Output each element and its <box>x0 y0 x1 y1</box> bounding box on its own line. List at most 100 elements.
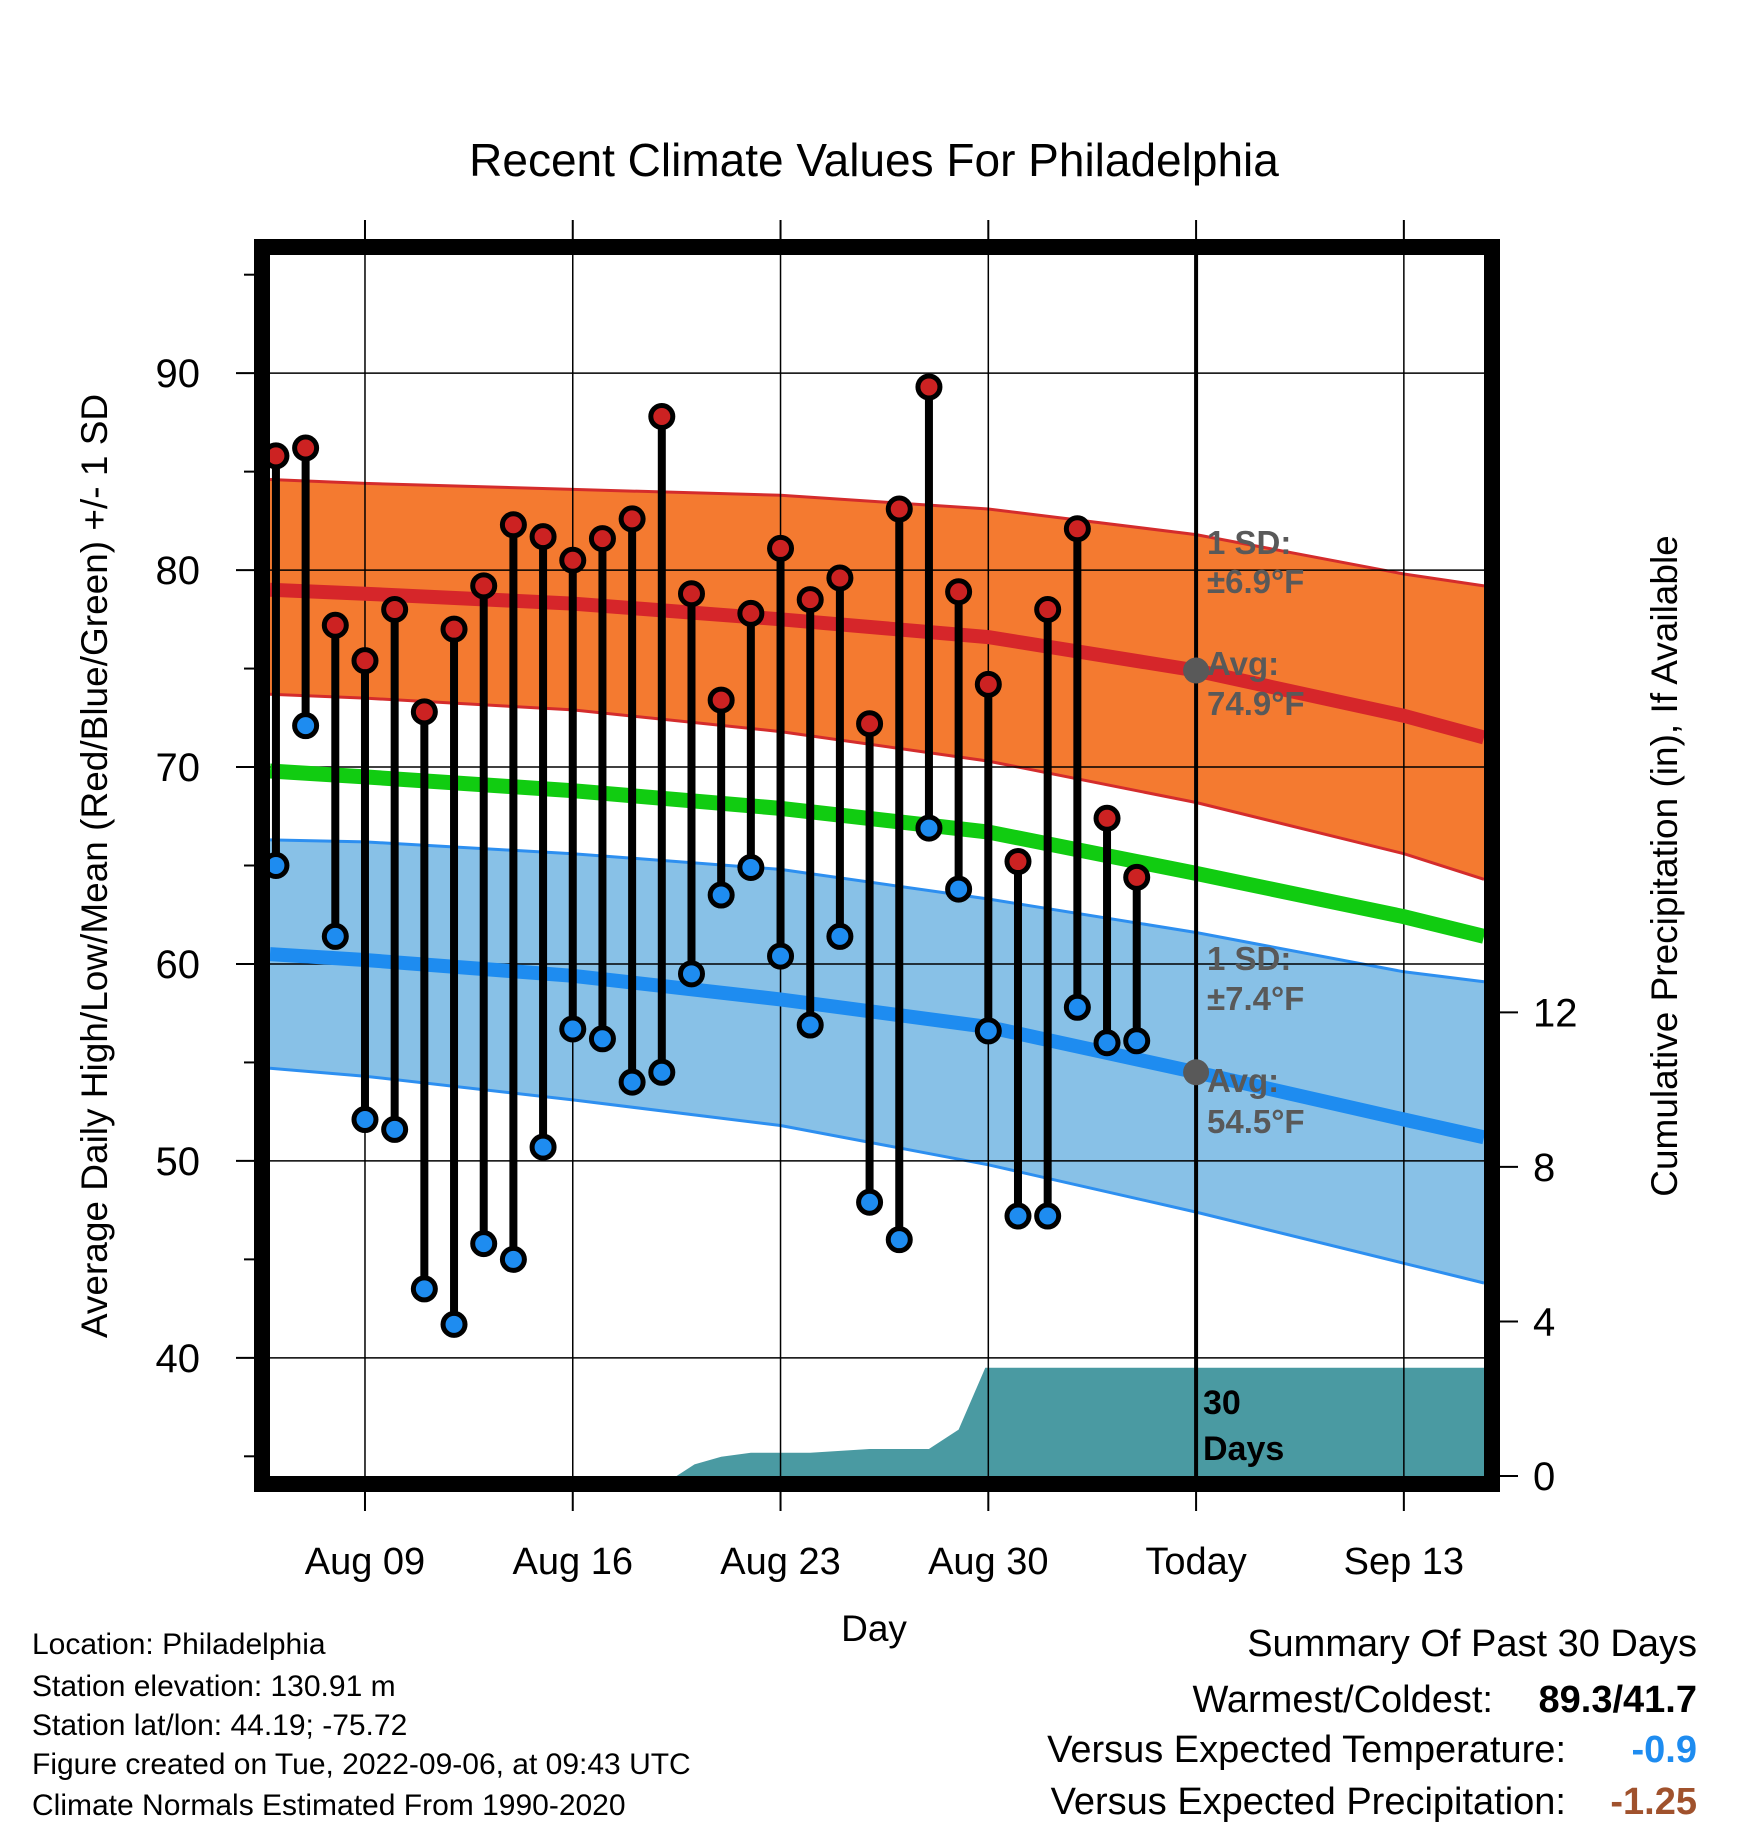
summary-precip-value: -1.25 <box>1610 1781 1697 1823</box>
high-sd-annotation-line2: ±6.9°F <box>1207 563 1304 600</box>
info-created: Figure created on Tue, 2022-09-06, at 09… <box>32 1748 691 1781</box>
daily-high-point <box>767 534 795 562</box>
daily-high-point <box>559 546 587 574</box>
summary-precip-label: Versus Expected Precipitation: <box>1051 1781 1566 1823</box>
low-average-line <box>269 947 1486 1145</box>
daily-low-point <box>856 1188 884 1216</box>
summary-heading: Summary Of Past 30 Days <box>1247 1623 1697 1665</box>
daily-high-point <box>1034 595 1062 623</box>
daily-high-point <box>974 670 1002 698</box>
daily-high-point <box>915 373 943 401</box>
x-tick-label: Aug 09 <box>305 1541 425 1583</box>
period-label-line2: Days <box>1203 1430 1284 1468</box>
chart-title: Recent Climate Values For Philadelphia <box>469 134 1279 186</box>
info-latlon: Station lat/lon: 44.19; -75.72 <box>32 1709 407 1742</box>
y2-axis-label: Cumulative Precipitation (in), If Availa… <box>1644 535 1685 1197</box>
low-sd-upper-edge <box>269 838 1485 984</box>
today-marker <box>1183 255 1210 1476</box>
daily-high-point <box>499 511 527 539</box>
daily-observations <box>262 373 1151 1338</box>
daily-low-point <box>529 1133 557 1161</box>
high-sd-upper-edge <box>269 478 1485 588</box>
daily-low-point <box>559 1015 587 1043</box>
low-avg-annotation-line2: 54.5°F <box>1207 1103 1305 1140</box>
y2-tick-label: 12 <box>1533 991 1578 1035</box>
summary-temp-value: -0.9 <box>1632 1729 1697 1771</box>
daily-high-point <box>1004 848 1032 876</box>
daily-low-point <box>440 1310 468 1338</box>
plot-frame <box>254 239 1500 1492</box>
low-sd-lower-edge <box>269 1066 1485 1285</box>
x-tick-label: Today <box>1145 1541 1246 1583</box>
today-low-average-marker <box>1183 1059 1210 1086</box>
info-normals: Climate Normals Estimated From 1990-2020 <box>32 1789 626 1822</box>
daily-high-point <box>440 615 468 643</box>
daily-high-point <box>826 564 854 592</box>
daily-high-point <box>1063 515 1091 543</box>
daily-low-point <box>351 1106 379 1134</box>
daily-high-point <box>707 686 735 714</box>
daily-low-point <box>470 1230 498 1258</box>
daily-low-point <box>737 853 765 881</box>
daily-low-point <box>945 875 973 903</box>
annotations: 1 SD: ±6.9°F Avg: 74.9°F 1 SD: ±7.4°F Av… <box>1203 524 1305 1468</box>
precipitation-area <box>676 1367 1484 1476</box>
axes: 40 50 60 70 80 90 0 4 8 12 Aug 09 Aug 16 Aug 23 Aug 3… <box>156 220 1578 1583</box>
daily-low-point <box>915 814 943 842</box>
y-tick-label: 40 <box>156 1337 201 1381</box>
y2-tick-label: 0 <box>1533 1455 1555 1499</box>
daily-low-point <box>1063 993 1091 1021</box>
daily-low-point <box>648 1058 676 1086</box>
daily-high-point <box>410 698 438 726</box>
daily-low-point <box>381 1115 409 1143</box>
y2-tick-label: 8 <box>1533 1146 1555 1190</box>
daily-low-point <box>321 922 349 950</box>
daily-high-point <box>648 402 676 430</box>
y-tick-label: 50 <box>156 1140 201 1184</box>
daily-high-point <box>529 523 557 551</box>
y-tick-label: 60 <box>156 943 201 987</box>
info-elevation: Station elevation: 130.91 m <box>32 1670 396 1703</box>
daily-low-point <box>1034 1202 1062 1230</box>
high-sd-lower-edge <box>269 692 1485 881</box>
daily-high-point <box>381 595 409 623</box>
today-high-average-marker <box>1183 657 1210 684</box>
daily-low-point <box>588 1025 616 1053</box>
daily-high-point <box>1123 863 1151 891</box>
summary-temp-label: Versus Expected Temperature: <box>1047 1729 1566 1771</box>
daily-high-point <box>885 495 913 523</box>
daily-high-point <box>470 572 498 600</box>
daily-low-point <box>826 922 854 950</box>
daily-low-point <box>677 960 705 988</box>
period-label-line1: 30 <box>1203 1384 1241 1422</box>
daily-high-point <box>796 586 824 614</box>
daily-low-point <box>885 1226 913 1254</box>
daily-low-point <box>618 1068 646 1096</box>
y2-tick-label: 4 <box>1533 1300 1555 1344</box>
mean-average-line <box>269 763 1486 944</box>
daily-low-point <box>974 1017 1002 1045</box>
daily-high-point <box>588 525 616 553</box>
daily-high-point <box>321 611 349 639</box>
y-axis-label: Average Daily High/Low/Mean (Red/Blue/Gr… <box>74 394 115 1338</box>
daily-low-point <box>499 1245 527 1273</box>
x-tick-label: Sep 13 <box>1344 1541 1464 1583</box>
daily-high-point <box>292 434 320 462</box>
daily-low-point <box>796 1011 824 1039</box>
daily-low-point <box>1004 1202 1032 1230</box>
daily-low-point <box>410 1275 438 1303</box>
daily-high-point <box>737 599 765 627</box>
y-tick-label: 80 <box>156 549 201 593</box>
summary-warmest-value: 89.3/41.7 <box>1539 1679 1697 1721</box>
x-tick-label: Aug 23 <box>720 1541 840 1583</box>
y-tick-label: 90 <box>156 352 201 396</box>
high-avg-annotation-line1: Avg: <box>1207 645 1279 682</box>
daily-high-point <box>618 505 646 533</box>
daily-low-point <box>767 942 795 970</box>
low-avg-annotation-line1: Avg: <box>1207 1062 1279 1099</box>
daily-high-point <box>677 580 705 608</box>
daily-high-point <box>945 578 973 606</box>
daily-low-point <box>1093 1029 1121 1057</box>
daily-high-point <box>856 710 884 738</box>
